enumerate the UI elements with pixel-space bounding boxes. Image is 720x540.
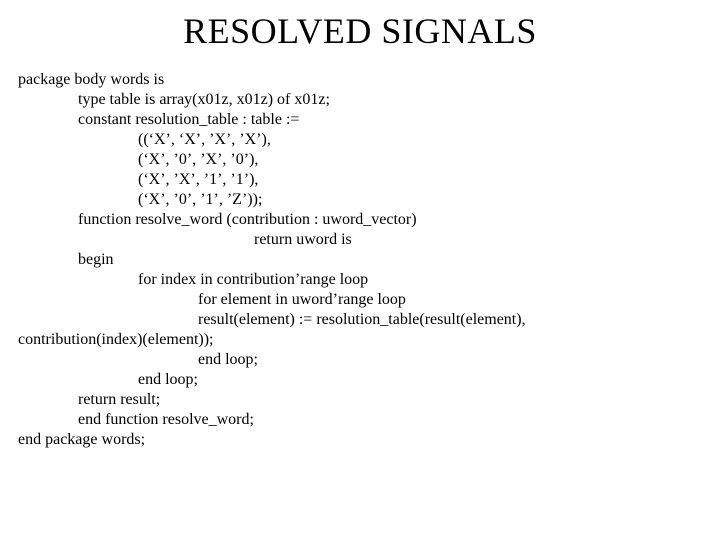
code-line: end loop; — [18, 351, 258, 368]
code-line: return result; — [18, 391, 160, 408]
code-line: end function resolve_word; — [18, 411, 254, 428]
code-line: (‘X’, ’0’, ’1’, ’Z’)); — [18, 191, 262, 208]
code-line: package body words is — [18, 71, 164, 88]
code-line: ((‘X’, ‘X’, ’X’, ’X’), — [18, 131, 271, 148]
code-line: function resolve_word (contribution : uw… — [18, 211, 417, 228]
slide: RESOLVED SIGNALS package body words is t… — [0, 0, 720, 540]
code-line: type table is array(x01z, x01z) of x01z; — [18, 91, 330, 108]
code-line: contribution(index)(element)); — [18, 331, 213, 348]
code-block: package body words is type table is arra… — [0, 70, 720, 450]
code-line: for index in contribution’range loop — [18, 271, 368, 288]
code-line: return uword is — [18, 231, 352, 248]
slide-title: RESOLVED SIGNALS — [0, 0, 720, 70]
code-line: (‘X’, ’0’, ’X’, ’0’), — [18, 151, 258, 168]
code-line: begin — [18, 251, 114, 268]
code-line: for element in uword’range loop — [18, 291, 406, 308]
code-line: end loop; — [18, 371, 198, 388]
code-line: constant resolution_table : table := — [18, 111, 299, 128]
code-line: result(element) := resolution_table(resu… — [18, 311, 526, 328]
code-line: end package words; — [18, 431, 145, 448]
code-line: (‘X’, ’X’, ’1’, ’1’), — [18, 171, 258, 188]
